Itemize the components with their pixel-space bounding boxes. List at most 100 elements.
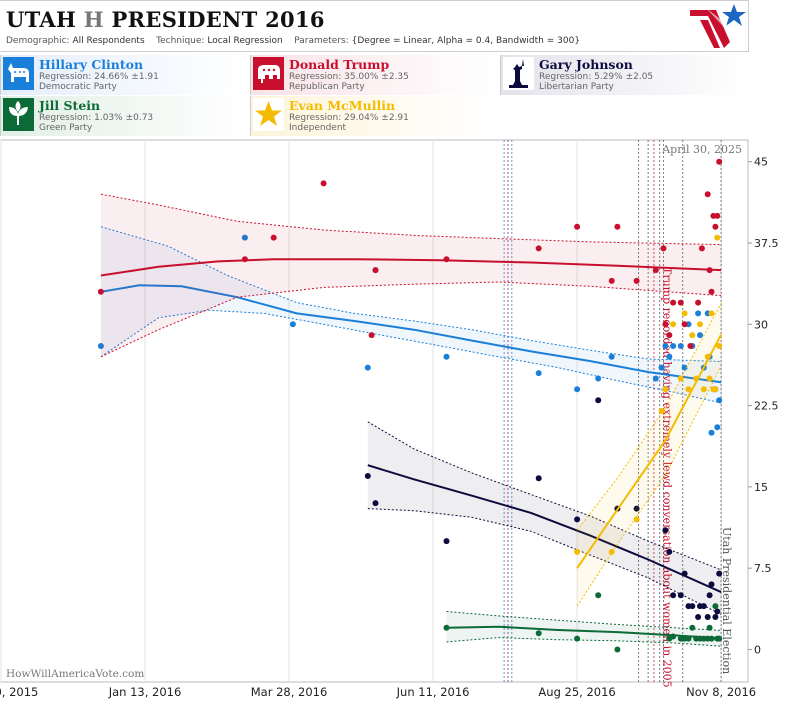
poll-point bbox=[614, 646, 621, 653]
y-tick-label: 0 bbox=[754, 643, 761, 656]
poll-point bbox=[714, 424, 721, 431]
candidate-card-johnson[interactable]: Gary Johnson Regression: 5.29% ±2.05 Lib… bbox=[500, 55, 748, 95]
poll-point bbox=[695, 310, 702, 317]
poll-point bbox=[633, 516, 640, 523]
poll-point bbox=[241, 234, 248, 241]
poll-point bbox=[712, 603, 719, 610]
regression-line bbox=[367, 464, 722, 594]
poll-point bbox=[704, 353, 711, 360]
poll-point bbox=[689, 332, 696, 339]
poll-point bbox=[372, 500, 379, 507]
poll-point bbox=[595, 592, 602, 599]
poll-point bbox=[574, 635, 581, 642]
poll-point bbox=[660, 245, 667, 252]
candidate-name: Donald Trump bbox=[289, 57, 390, 72]
plot-frame bbox=[0, 139, 749, 683]
y-tick-label: 15 bbox=[754, 481, 768, 494]
poll-point bbox=[681, 364, 688, 371]
candidate-card-clinton[interactable]: Hillary Clinton Regression: 24.66% ±1.91… bbox=[0, 55, 248, 95]
poll-point bbox=[662, 527, 669, 534]
poll-point bbox=[706, 375, 713, 382]
poll-point bbox=[716, 635, 723, 642]
poll-point bbox=[614, 223, 621, 230]
lower-bound-line bbox=[446, 637, 722, 647]
poll-point bbox=[698, 245, 705, 252]
regression-line bbox=[100, 258, 722, 277]
poll-point bbox=[706, 624, 713, 631]
candidate-party: Green Party bbox=[39, 123, 93, 133]
lower-bound-line bbox=[367, 508, 722, 615]
poll-point bbox=[443, 538, 450, 545]
poll-point bbox=[666, 548, 673, 555]
poll-point bbox=[320, 180, 327, 187]
technique-label: Technique: bbox=[156, 36, 205, 46]
series-group bbox=[574, 234, 723, 607]
poll-point bbox=[712, 614, 719, 620]
poll-point bbox=[666, 332, 673, 339]
event-annotation: Trump recorded having extremely lewd con… bbox=[661, 267, 674, 688]
regression-line bbox=[100, 284, 722, 384]
poll-point bbox=[608, 277, 615, 284]
poll-point bbox=[712, 223, 719, 230]
poll-point bbox=[364, 364, 371, 371]
poll-point bbox=[535, 245, 542, 252]
poll-point bbox=[652, 267, 659, 274]
poll-point bbox=[241, 256, 248, 263]
poll-point bbox=[695, 614, 702, 620]
confidence-band bbox=[100, 226, 722, 403]
x-tick-label: Oct 30, 2015 bbox=[0, 685, 38, 699]
poll-point bbox=[681, 321, 688, 328]
poll-point bbox=[633, 505, 640, 512]
statue-of-liberty-icon bbox=[503, 57, 534, 90]
poll-point bbox=[670, 633, 677, 640]
candidate-party: Republican Party bbox=[289, 82, 365, 92]
lower-bound-line bbox=[576, 365, 722, 607]
candidate-name: Jill Stein bbox=[39, 98, 101, 113]
y-tick-label: 37.5 bbox=[754, 237, 779, 250]
poll-point bbox=[681, 570, 688, 577]
candidate-card-trump[interactable]: Donald Trump Regression: 35.00% ±2.35 Re… bbox=[250, 55, 498, 95]
poll-point bbox=[708, 288, 715, 295]
candidate-regression: Regression: 5.29% ±2.05 bbox=[539, 72, 654, 82]
demographic-label: Demographic: bbox=[6, 36, 70, 46]
poll-point bbox=[289, 321, 296, 328]
poll-point bbox=[708, 635, 715, 642]
chart-date-label: April 30, 2025 bbox=[661, 143, 742, 156]
poll-point bbox=[677, 299, 684, 306]
y-tick-label: 7.5 bbox=[754, 562, 772, 575]
y-tick-label: 45 bbox=[754, 156, 768, 169]
poll-point bbox=[689, 603, 696, 610]
site-logo-icon bbox=[690, 4, 746, 48]
poll-point bbox=[712, 386, 719, 393]
candidate-card-stein[interactable]: Jill Stein Regression: 1.03% ±0.73 Green… bbox=[0, 96, 248, 136]
poll-point bbox=[658, 408, 665, 414]
poll-point bbox=[662, 321, 669, 328]
poll-point bbox=[662, 343, 669, 349]
confidence-band bbox=[100, 194, 722, 357]
x-tick-label: Mar 28, 2016 bbox=[251, 685, 328, 699]
page-title: UTAH H PRESIDENT 2016 bbox=[6, 7, 325, 32]
title-h: H bbox=[83, 7, 104, 32]
x-tick-label: Jun 11, 2016 bbox=[396, 685, 470, 699]
poll-point bbox=[708, 581, 715, 588]
poll-point bbox=[670, 343, 677, 349]
poll-point bbox=[535, 370, 542, 377]
regression-line bbox=[576, 334, 722, 569]
technique-value: Local Regression bbox=[207, 36, 283, 46]
poll-point bbox=[443, 624, 450, 631]
y-tick-label: 22.5 bbox=[754, 400, 779, 413]
poll-point bbox=[443, 353, 450, 360]
candidate-name: Evan McMullin bbox=[289, 98, 396, 113]
candidate-card-mcmullin[interactable]: Evan McMullin Regression: 29.04% ±2.91 I… bbox=[250, 96, 498, 136]
upper-bound-line bbox=[100, 226, 722, 362]
poll-point bbox=[708, 310, 715, 317]
poll-point bbox=[708, 429, 715, 436]
poll-point bbox=[681, 310, 688, 317]
title-state: UTAH bbox=[6, 7, 77, 32]
poll-point bbox=[670, 299, 677, 306]
star-icon bbox=[253, 98, 284, 131]
lower-bound-line bbox=[100, 281, 722, 358]
poll-point bbox=[714, 608, 721, 615]
candidate-regression: Regression: 24.66% ±1.91 bbox=[39, 72, 159, 82]
poll-point bbox=[677, 592, 684, 599]
